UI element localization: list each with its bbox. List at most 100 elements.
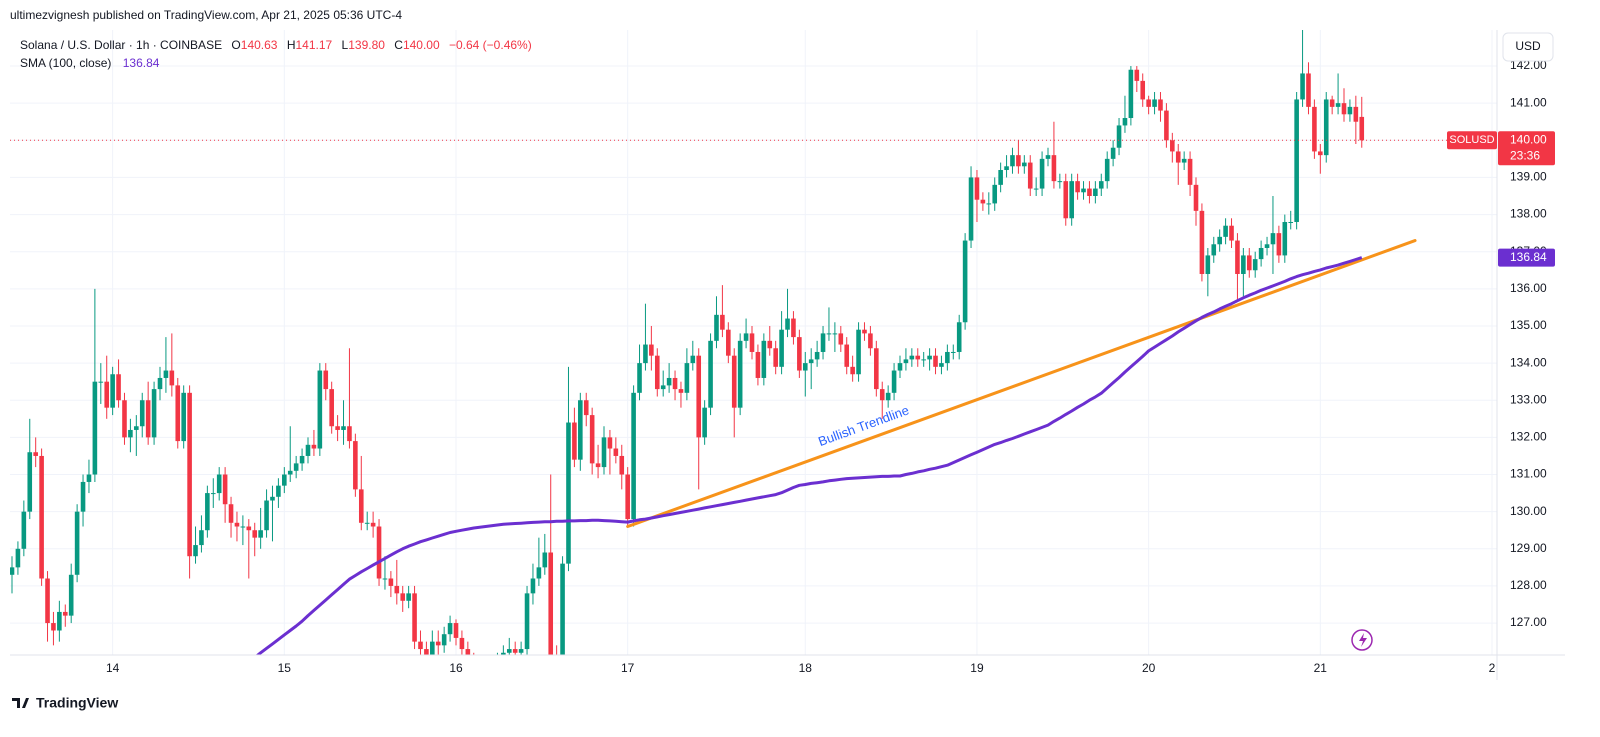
candle-body [980,199,986,204]
currency-button[interactable] [1502,32,1554,62]
candle-body [157,377,163,390]
candle-body [1294,99,1299,222]
candle-body [737,340,743,408]
candle-body [1300,73,1305,100]
candle-body [388,578,394,586]
candle-body [406,593,411,601]
y-tick-label: 141.00 [1510,95,1547,109]
brand-logo [12,698,29,708]
candle-body [1004,166,1009,171]
candle-body [33,452,38,456]
y-tick-label: 139.00 [1510,170,1547,184]
candle-body [264,500,269,531]
candle-body [566,422,571,564]
candle-body [1223,225,1228,237]
candle-body [968,177,974,241]
candle-body [435,641,441,646]
x-tick-label: 21 [1314,661,1328,675]
candle-body [364,522,370,524]
candle-body [785,318,790,330]
candle-body [270,496,275,501]
y-tick-label: 133.00 [1510,392,1547,406]
candle-body [726,329,731,356]
candle-body [240,526,246,528]
y-tick-label: 129.00 [1510,541,1547,555]
candle-body [542,552,548,568]
candle-body [708,340,713,408]
l-value: 139.80 [348,38,385,52]
candle-body [1276,233,1282,256]
candle-body [412,593,417,642]
candle-body [1264,244,1270,248]
candle-body [814,351,820,360]
candle-body [151,389,157,438]
candle-body [856,329,861,375]
x-tick-label: 14 [106,661,120,675]
candle-body [163,370,169,378]
candle-body [649,344,654,356]
trendline [626,239,1417,529]
candle-body [885,392,891,401]
candle-body [660,385,666,390]
candle-body [205,493,210,531]
candle-body [654,355,660,390]
c-label: C [394,38,403,52]
candle-body [1306,73,1311,107]
candle-body [583,400,589,416]
candle-body [601,437,607,468]
candle-body [1312,106,1317,152]
y-tick-label: 132.00 [1510,430,1547,444]
candle-body [625,474,630,520]
candle-body [749,333,755,352]
candle-body [110,374,115,408]
candle-body [666,377,672,386]
candle-body [1152,99,1157,107]
candle-body [1075,181,1080,193]
x-tick-label: 19 [970,661,984,675]
candle-body [1051,155,1057,182]
candle-body [696,355,702,438]
candle-body [1229,225,1234,241]
x-tick-label: 20 [1142,661,1156,675]
sma-axis-label: 136.84 [1510,250,1547,264]
candle-body [921,359,926,361]
candle-body [193,545,198,557]
candle-body [51,623,56,631]
candle-body [234,522,240,527]
brand: TradingView [36,695,118,711]
candle-body [1063,181,1069,219]
candle-body [779,329,784,367]
candle-body [311,444,317,449]
candle-body [293,463,299,471]
candle-body [68,574,74,616]
candle-body [400,593,406,601]
currency[interactable]: USD [1515,39,1541,53]
assistant-icon [1351,629,1373,651]
candle-body [134,426,139,430]
countdown: 23:36 [1510,148,1540,162]
candle-body [394,585,400,594]
candle-body [643,344,648,364]
candle-body [755,351,761,378]
candle-body [246,526,252,531]
candle-body [15,548,21,568]
candle-body [175,385,181,442]
candle-body [802,363,808,371]
candle-body [358,489,364,523]
candle-body [850,366,855,375]
candle-body [862,329,867,334]
candle-body [1027,162,1033,189]
price-badge [1498,131,1555,166]
candle-body [187,392,192,557]
price-label: 140.00 [1510,132,1547,146]
candle-body [548,552,554,655]
x-tick-label: 2 [1489,661,1496,675]
candle-body [169,370,175,386]
candle-body [276,485,281,497]
candle-body [838,333,844,345]
candle-body [1252,259,1258,271]
candle-body [1146,99,1151,107]
candle-body [1022,162,1027,167]
y-tick-label: 131.00 [1510,467,1547,481]
